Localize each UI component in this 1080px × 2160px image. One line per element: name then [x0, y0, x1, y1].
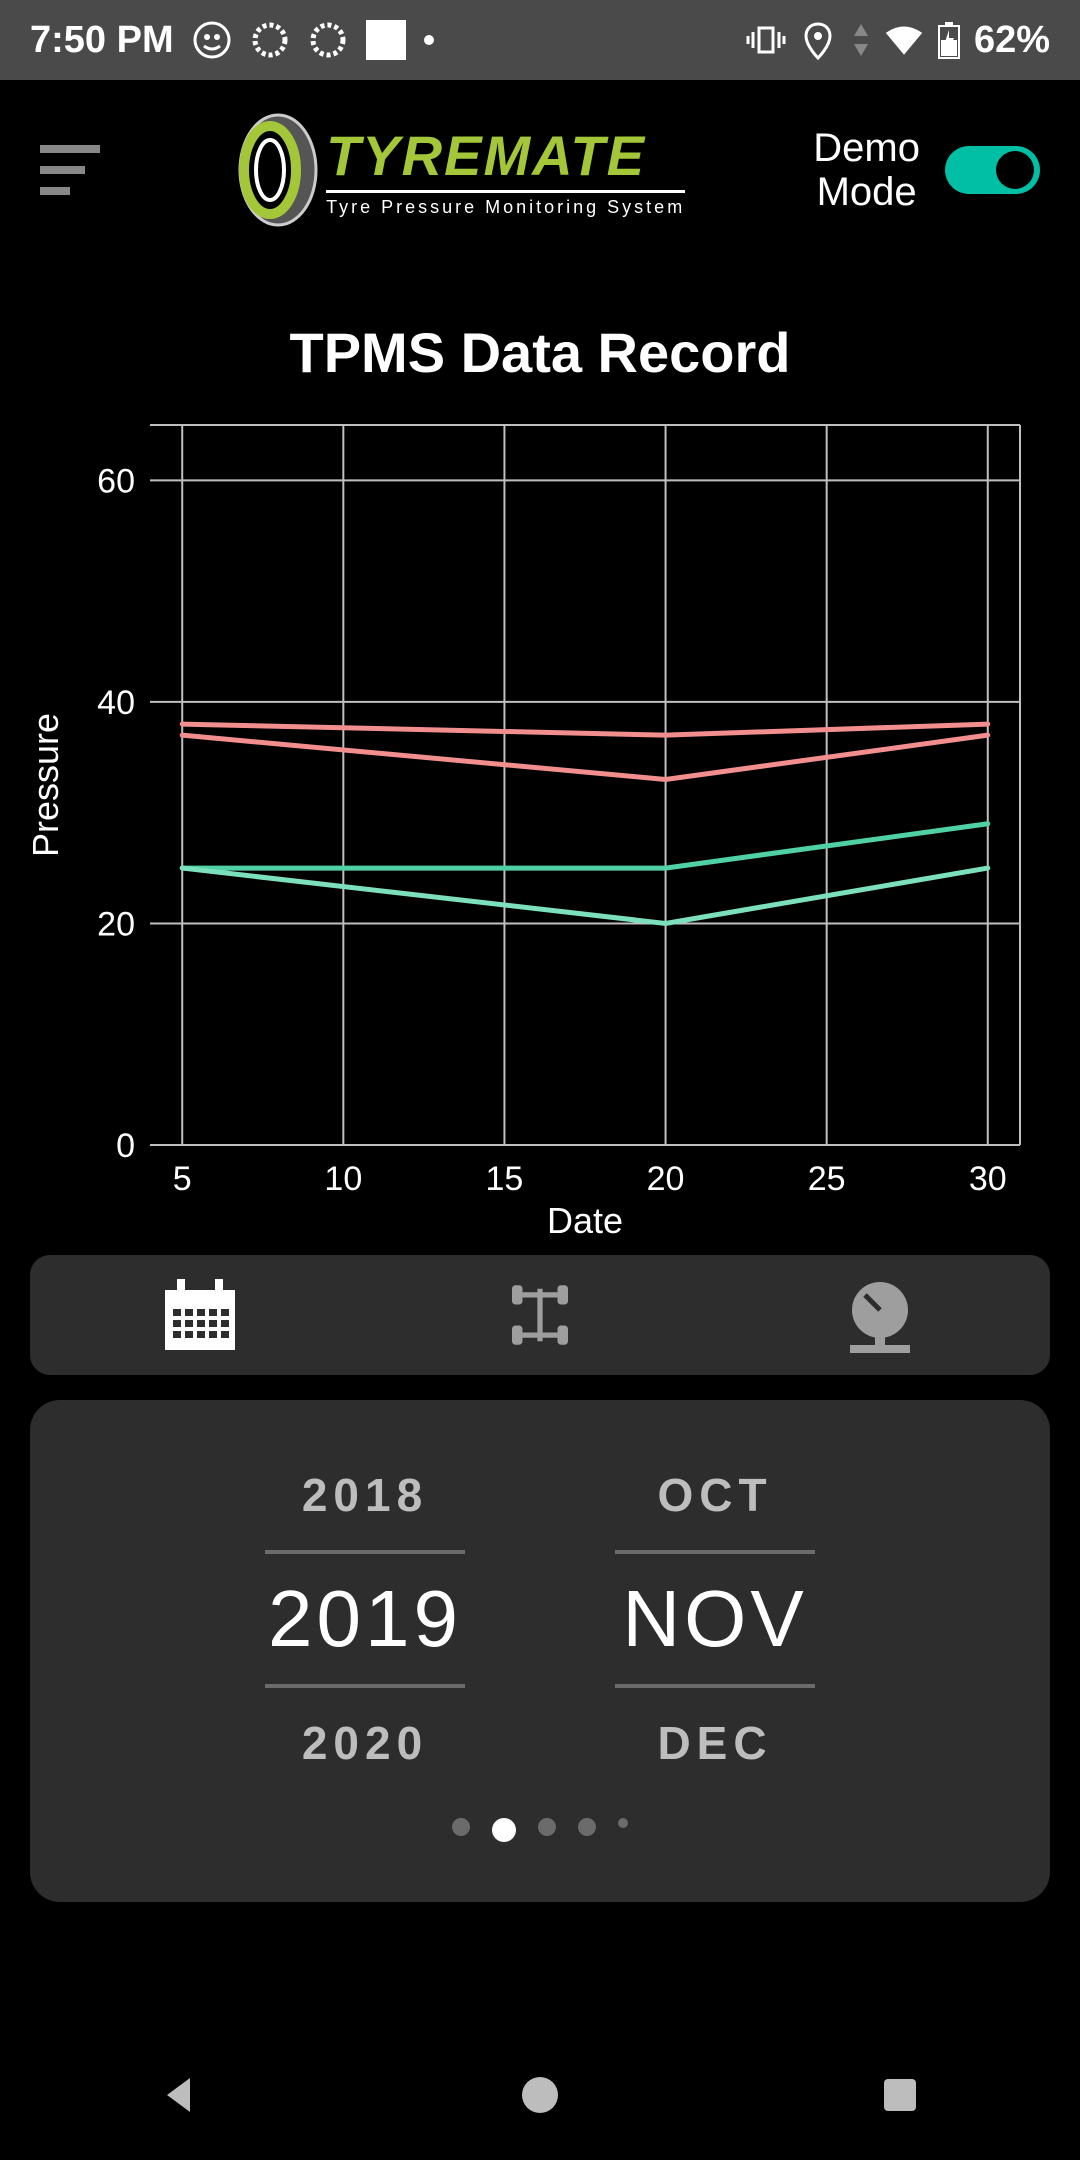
- month-selected[interactable]: NOV: [622, 1564, 807, 1674]
- year-next[interactable]: 2020: [302, 1698, 428, 1788]
- svg-text:5: 5: [173, 1160, 192, 1198]
- tyre-icon: [228, 110, 318, 230]
- page-dot[interactable]: [492, 1818, 516, 1842]
- svg-text:0: 0: [116, 1127, 135, 1165]
- svg-text:10: 10: [324, 1160, 362, 1198]
- page-dot[interactable]: [618, 1818, 628, 1828]
- recent-button[interactable]: [875, 2070, 925, 2120]
- calendar-icon: [155, 1275, 245, 1355]
- logo-text: TYREMATE: [326, 123, 685, 193]
- app-header: TYREMATE Tyre Pressure Monitoring System…: [0, 80, 1080, 250]
- status-dot-icon: [424, 35, 434, 45]
- status-tyre-icon: [308, 20, 348, 60]
- svg-text:25: 25: [808, 1160, 846, 1198]
- data-icon: [850, 20, 872, 60]
- home-button[interactable]: [515, 2070, 565, 2120]
- chassis-icon: [505, 1275, 575, 1355]
- page-dot[interactable]: [538, 1818, 556, 1836]
- android-status-bar: 7:50 PM 62%: [0, 0, 1080, 80]
- battery-icon: [936, 20, 962, 60]
- svg-text:Date: Date: [547, 1200, 623, 1241]
- status-app-icon: [192, 20, 232, 60]
- menu-icon[interactable]: [40, 145, 100, 195]
- pressure-chart: 5 10 15 20 25 30 0 20 40 60 Date Pressure: [30, 405, 1050, 1245]
- svg-text:20: 20: [647, 1160, 685, 1198]
- android-nav-bar: [0, 2030, 1080, 2160]
- logo-subtitle: Tyre Pressure Monitoring System: [326, 197, 685, 218]
- back-button[interactable]: [155, 2070, 205, 2120]
- wifi-icon: [884, 20, 924, 60]
- gauge-tab[interactable]: [835, 1275, 925, 1355]
- status-square-icon: [366, 20, 406, 60]
- year-prev[interactable]: 2018: [302, 1450, 428, 1540]
- svg-text:30: 30: [969, 1160, 1007, 1198]
- status-tyre-icon: [250, 20, 290, 60]
- location-icon: [798, 20, 838, 60]
- page-indicator: [70, 1818, 1010, 1842]
- page-dot[interactable]: [452, 1818, 470, 1836]
- status-time: 7:50 PM: [30, 19, 174, 62]
- month-next[interactable]: DEC: [657, 1698, 772, 1788]
- svg-text:40: 40: [97, 684, 135, 722]
- gauge-icon: [835, 1275, 925, 1355]
- month-prev[interactable]: OCT: [657, 1450, 772, 1540]
- svg-text:Pressure: Pressure: [30, 713, 66, 857]
- demo-mode-label: Demo Mode: [813, 126, 920, 214]
- year-selected[interactable]: 2019: [268, 1564, 462, 1674]
- battery-percent: 62%: [974, 19, 1050, 62]
- month-picker[interactable]: OCT NOV DEC: [595, 1450, 835, 1788]
- chassis-tab[interactable]: [495, 1275, 585, 1355]
- svg-text:20: 20: [97, 905, 135, 943]
- svg-text:15: 15: [486, 1160, 524, 1198]
- app-logo: TYREMATE Tyre Pressure Monitoring System: [228, 110, 685, 230]
- year-picker[interactable]: 2018 2019 2020: [245, 1450, 485, 1788]
- page-dot[interactable]: [578, 1818, 596, 1836]
- vibrate-icon: [746, 20, 786, 60]
- calendar-tab[interactable]: [155, 1275, 245, 1355]
- page-title: TPMS Data Record: [0, 320, 1080, 385]
- date-picker-panel: 2018 2019 2020 OCT NOV DEC: [30, 1400, 1050, 1902]
- svg-text:60: 60: [97, 462, 135, 500]
- demo-mode-toggle[interactable]: [945, 146, 1040, 194]
- view-tab-bar: [30, 1255, 1050, 1375]
